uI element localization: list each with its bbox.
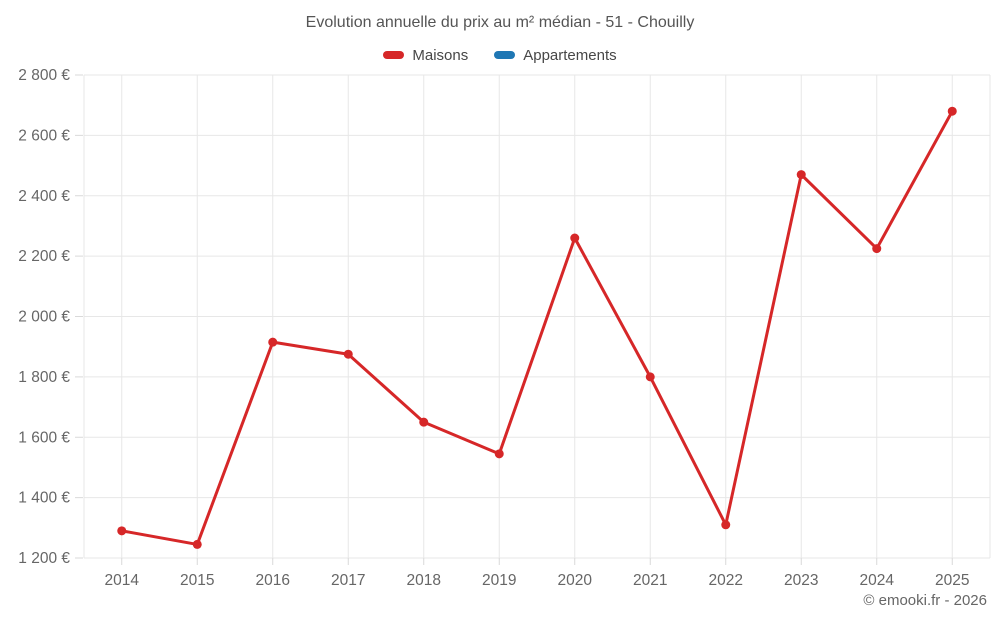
y-tick-label: 2 600 €	[18, 127, 70, 144]
x-tick-label: 2015	[180, 572, 214, 589]
x-tick-label: 2017	[331, 572, 365, 589]
y-tick-label: 2 800 €	[18, 67, 70, 84]
y-tick-label: 1 800 €	[18, 369, 70, 386]
data-point-maisons-2017[interactable]	[343, 349, 353, 359]
y-tick-label: 2 400 €	[18, 188, 70, 205]
x-tick-label: 2024	[860, 572, 895, 589]
series-line-maisons	[120, 109, 954, 546]
x-tick-label: 2014	[105, 572, 140, 589]
data-point-maisons-2014[interactable]	[117, 526, 127, 536]
data-point-maisons-2019[interactable]	[494, 449, 504, 459]
y-tick-label: 2 200 €	[18, 248, 70, 265]
legend-swatch-appartements	[494, 51, 516, 59]
data-point-maisons-2015[interactable]	[192, 539, 202, 549]
x-tick-label: 2022	[709, 572, 743, 589]
data-point-maisons-2025[interactable]	[947, 106, 957, 116]
y-tick-label: 1 600 €	[18, 429, 70, 446]
data-point-maisons-2024[interactable]	[872, 244, 882, 254]
data-point-maisons-2016[interactable]	[268, 337, 278, 347]
data-point-maisons-2023[interactable]	[796, 170, 806, 180]
legend-label-maisons: Maisons	[412, 46, 469, 64]
y-tick-label: 2 000 €	[18, 309, 70, 326]
legend-swatch-maisons	[383, 51, 405, 59]
x-tick-label: 2016	[256, 572, 290, 589]
x-tick-label: 2018	[407, 572, 441, 589]
chart-title: Evolution annuelle du prix au m² médian …	[305, 14, 695, 31]
data-point-maisons-2022[interactable]	[721, 520, 731, 530]
legend-item-appartements[interactable]: Appartements	[494, 46, 617, 64]
data-point-maisons-2020[interactable]	[570, 233, 580, 243]
x-tick-label: 2025	[935, 572, 969, 589]
x-tick-label: 2019	[482, 572, 516, 589]
x-tick-label: 2021	[633, 572, 667, 589]
data-point-maisons-2021[interactable]	[645, 372, 655, 382]
legend-item-maisons[interactable]: Maisons	[383, 47, 468, 64]
legend-label-appartements: Appartements	[523, 46, 617, 64]
legend: Maisons Appartements	[0, 45, 1000, 65]
y-tick-label: 1 200 €	[18, 550, 70, 567]
x-tick-label: 2020	[558, 572, 593, 589]
data-point-maisons-2018[interactable]	[419, 417, 429, 427]
attribution: © emooki.fr - 2026	[863, 592, 987, 609]
x-tick-label: 2023	[784, 572, 818, 589]
y-tick-label: 1 400 €	[18, 490, 70, 507]
